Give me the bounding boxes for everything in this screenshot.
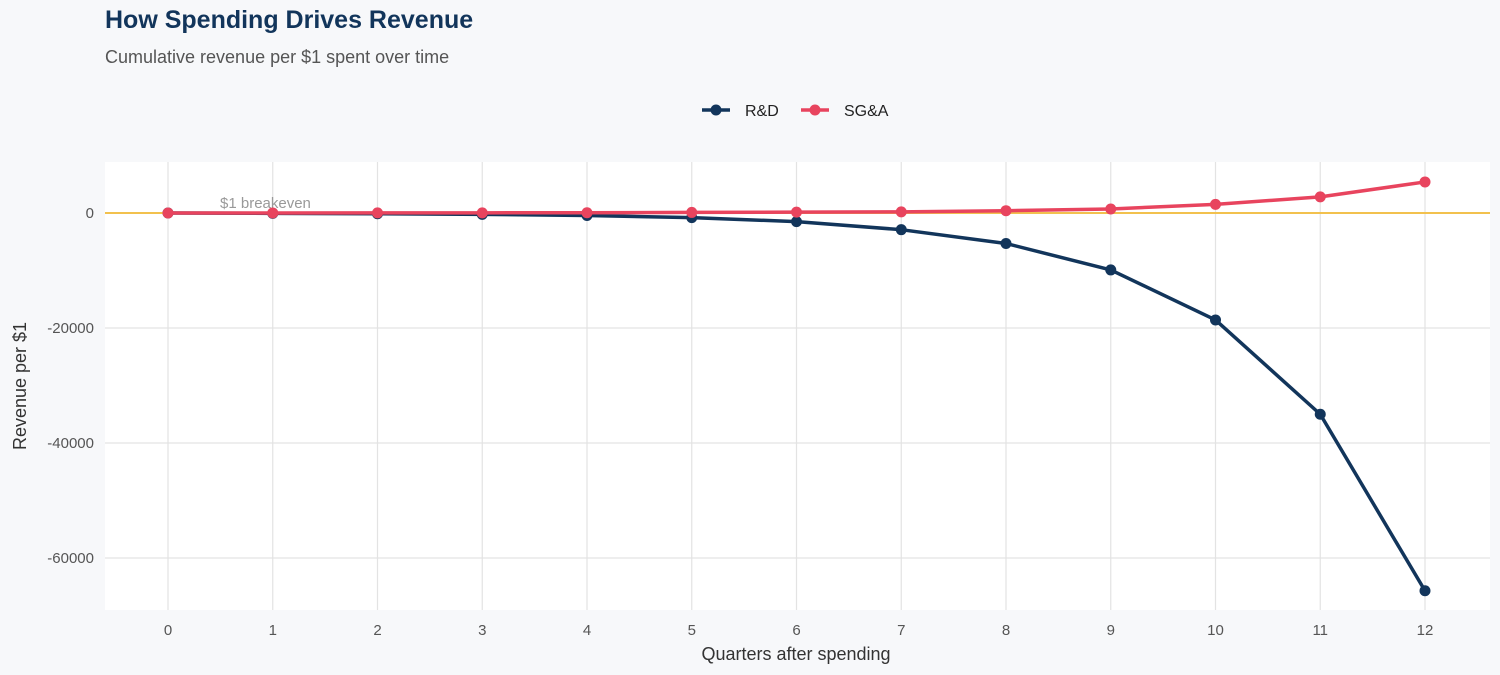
x-tick-label: 4 bbox=[583, 622, 591, 639]
data-point bbox=[1314, 191, 1326, 203]
x-tick-label: 6 bbox=[792, 622, 800, 639]
data-point bbox=[686, 206, 698, 218]
data-point bbox=[267, 207, 279, 219]
breakeven-label: $1 breakeven bbox=[220, 195, 311, 212]
legend-marker bbox=[710, 104, 722, 116]
chart-title: How Spending Drives Revenue bbox=[105, 6, 474, 34]
x-tick-label: 12 bbox=[1417, 622, 1434, 639]
data-point bbox=[895, 224, 907, 236]
x-tick-label: 11 bbox=[1312, 622, 1328, 639]
x-tick-label: 1 bbox=[269, 622, 277, 639]
legend-label: SG&A bbox=[844, 103, 889, 120]
series-sga bbox=[162, 176, 1431, 219]
x-tick-label: 2 bbox=[373, 622, 381, 639]
data-point bbox=[1419, 585, 1431, 597]
plot-panel bbox=[105, 162, 1490, 610]
data-point bbox=[1105, 264, 1117, 276]
data-point bbox=[1000, 237, 1012, 249]
data-point bbox=[1210, 314, 1221, 326]
legend-item: R&D bbox=[702, 103, 779, 120]
data-point bbox=[476, 207, 488, 219]
x-axis-label: Quarters after spending bbox=[701, 644, 890, 664]
data-point bbox=[1105, 203, 1117, 215]
data-point bbox=[1210, 198, 1221, 210]
legend-item: SG&A bbox=[801, 103, 889, 120]
data-point bbox=[895, 206, 907, 218]
legend-marker bbox=[809, 104, 821, 116]
x-tick-label: 10 bbox=[1207, 622, 1224, 639]
y-tick-label: 0 bbox=[86, 205, 94, 222]
x-tick-label: 8 bbox=[1002, 622, 1010, 639]
x-tick-label: 0 bbox=[164, 622, 172, 639]
x-tick-label: 5 bbox=[688, 622, 696, 639]
x-tick-label: 9 bbox=[1107, 622, 1115, 639]
data-point bbox=[1419, 176, 1431, 188]
data-point bbox=[1000, 205, 1012, 217]
data-point bbox=[791, 216, 802, 228]
x-tick-label: 7 bbox=[897, 622, 905, 639]
y-axis-label: Revenue per $1 bbox=[10, 322, 30, 450]
data-point bbox=[581, 207, 593, 219]
y-tick-label: -60000 bbox=[47, 550, 94, 567]
chart-subtitle: Cumulative revenue per $1 spent over tim… bbox=[105, 47, 450, 67]
x-tick-label: 3 bbox=[478, 622, 486, 639]
y-tick-label: -20000 bbox=[47, 320, 94, 337]
data-point bbox=[1314, 408, 1326, 420]
legend-label: R&D bbox=[745, 103, 779, 120]
data-point bbox=[791, 206, 802, 218]
y-tick-label: -40000 bbox=[47, 435, 94, 452]
data-point bbox=[372, 207, 383, 219]
data-point bbox=[162, 207, 174, 219]
